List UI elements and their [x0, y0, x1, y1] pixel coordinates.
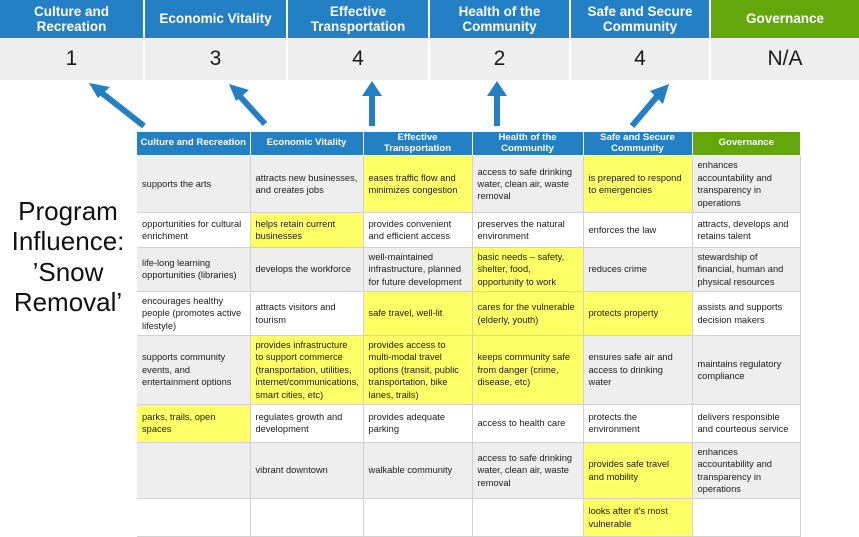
matrix-cell: vibrant downtown [250, 442, 364, 500]
matrix-cell: encourages healthy people (promotes acti… [137, 291, 251, 337]
summary-value-safe-and-secure-community: 4 [571, 38, 711, 80]
matrix-cell: provides adequate parking [363, 404, 473, 443]
matrix-cell: enforces the law [583, 212, 693, 248]
matrix-cell: provides convenient and efficient access [363, 212, 473, 248]
matrix-cell: opportunities for cultural enrichment [137, 212, 251, 248]
matrix-cell: access to safe drinking water, clean air… [472, 442, 584, 500]
program-influence-matrix-table: Culture and Recreation Economic Vitality… [137, 132, 801, 537]
summary-header-effective-transportation: Effective Transportation [288, 0, 430, 38]
matrix-cell: regulates growth and development [250, 404, 364, 443]
matrix-body: supports the arts attracts new businesses… [137, 155, 801, 537]
strategic-outcomes-summary-table: Culture and Recreation Economic Vitality… [0, 0, 859, 80]
matrix-cell: assists and supports decision makers [692, 291, 801, 337]
matrix-cell: supports community events, and entertain… [137, 335, 251, 405]
matrix-cell: ensures safe air and access to drinking … [583, 335, 693, 405]
arrow-to-safe-and-secure-community [629, 84, 669, 128]
matrix-header-economic-vitality: Economic Vitality [250, 132, 364, 157]
matrix-cell [137, 442, 251, 500]
matrix-cell: parks, trails, open spaces [137, 404, 251, 443]
page-title: Program Influence: ’Snow Removal’ [11, 196, 125, 318]
matrix-cell: access to health care [472, 404, 584, 443]
matrix-cell: stewardship of financial, human and phys… [692, 247, 801, 292]
summary-value-culture-and-recreation: 1 [0, 38, 145, 80]
summary-header-row: Culture and Recreation Economic Vitality… [0, 0, 859, 38]
summary-value-governance: N/A [711, 38, 859, 80]
matrix-cell [363, 498, 473, 537]
summary-header-label: Governance [745, 11, 825, 27]
summary-value-economic-vitality: 3 [145, 38, 288, 80]
summary-header-label: Effective Transportation [310, 3, 406, 34]
table-row: life-long learning opportunities (librar… [137, 247, 801, 292]
summary-header-culture-and-recreation: Culture and Recreation [0, 0, 145, 38]
summary-value-effective-transportation: 4 [288, 38, 430, 80]
matrix-cell: provides infrastructure to support comme… [250, 335, 364, 405]
table-row: opportunities for cultural enrichment hel… [137, 212, 801, 248]
matrix-cell: well-maintained infrastructure, planned … [363, 247, 473, 292]
matrix-cell: develops the workforce [250, 247, 364, 292]
matrix-cell: supports the arts [137, 155, 251, 213]
summary-header-economic-vitality: Economic Vitality [145, 0, 288, 38]
table-row: vibrant downtown walkable community access… [137, 442, 801, 500]
arrow-to-health-of-the-community [487, 81, 507, 126]
matrix-header-row: Culture and Recreation Economic Vitality… [137, 132, 800, 157]
matrix-cell: protects property [583, 291, 693, 337]
matrix-cell: life-long learning opportunities (librar… [137, 247, 251, 292]
matrix-header-governance: Governance [692, 132, 800, 157]
summary-header-governance: Governance [711, 0, 859, 38]
table-row: supports the arts attracts new businesses… [137, 155, 801, 213]
table-row: encourages healthy people (promotes acti… [137, 291, 801, 337]
matrix-cell: reduces crime [583, 247, 693, 292]
matrix-header-health-of-the-community: Health of the Community [472, 132, 584, 157]
matrix-cell: looks after it's most vulnerable [583, 498, 693, 537]
matrix-cell: basic needs – safety, shelter, food, opp… [472, 247, 584, 292]
table-row: looks after it's most vulnerable [137, 498, 801, 537]
matrix-cell: eases traffic flow and minimizes congest… [363, 155, 473, 213]
table-row: supports community events, and entertain… [137, 335, 801, 405]
arrow-to-effective-transportation [362, 81, 382, 126]
matrix-header-effective-transportation: Effective Transportation [363, 132, 473, 157]
matrix-cell: protects the environment [583, 404, 693, 443]
arrow-to-culture-and-recreation [89, 83, 146, 129]
matrix-cell: preserves the natural environment [472, 212, 584, 248]
matrix-cell: enhances accountability and transparency… [692, 442, 801, 500]
matrix-cell: safe travel, well-lit [363, 291, 473, 337]
summary-header-label: Health of the Community [458, 3, 541, 34]
summary-value-row: 1 3 4 2 4 N/A [0, 38, 859, 80]
summary-header-safe-and-secure-community: Safe and Secure Community [571, 0, 711, 38]
matrix-cell: keeps community safe from danger (crime,… [472, 335, 584, 405]
table-row: parks, trails, open spaces regulates grow… [137, 404, 801, 443]
matrix-cell: helps retain current businesses [250, 212, 364, 248]
matrix-cell [472, 498, 584, 537]
matrix-cell [692, 498, 801, 537]
matrix-cell: access to safe drinking water, clean air… [472, 155, 584, 213]
summary-header-label: Economic Vitality [159, 11, 272, 27]
matrix-cell: walkable community [363, 442, 473, 500]
summary-header-health-of-the-community: Health of the Community [430, 0, 571, 38]
summary-header-label: Culture and Recreation [33, 3, 109, 34]
matrix-cell [250, 498, 364, 537]
matrix-cell: provides safe travel and mobility [583, 442, 693, 500]
influence-arrows-group [89, 81, 669, 129]
matrix-cell: is prepared to respond to emergencies [583, 155, 693, 213]
matrix-cell [137, 498, 251, 537]
matrix-cell: enhances accountability and transparency… [692, 155, 801, 213]
matrix-cell: provides access to multi-modal travel op… [363, 335, 473, 405]
matrix-header-safe-and-secure-community: Safe and Secure Community [583, 132, 693, 157]
arrow-to-economic-vitality [229, 84, 268, 127]
matrix-cell: cares for the vulnerable (elderly, youth… [472, 291, 584, 337]
matrix-cell: attracts new businesses, and creates job… [250, 155, 364, 213]
summary-header-label: Safe and Secure Community [587, 3, 693, 34]
matrix-cell: delivers responsible and courteous servi… [692, 404, 801, 443]
summary-value-health-of-the-community: 2 [430, 38, 571, 80]
matrix-cell: attracts, develops and retains talent [692, 212, 801, 248]
matrix-cell: maintains regulatory compliance [692, 335, 801, 405]
matrix-cell: attracts visitors and tourism [250, 291, 364, 337]
matrix-header-culture-and-recreation: Culture and Recreation [137, 132, 251, 157]
